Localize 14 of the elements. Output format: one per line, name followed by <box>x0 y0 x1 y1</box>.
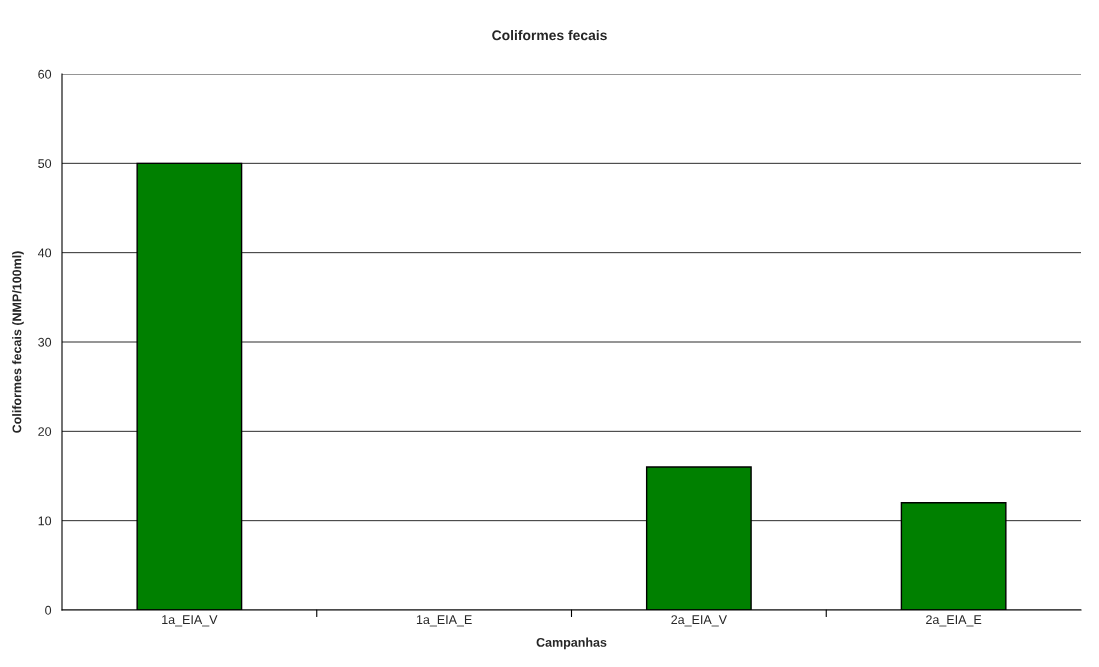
y-tick-label: 10 <box>38 516 52 526</box>
y-tick-label: 0 <box>45 605 52 615</box>
x-tick-label: 2a_EIA_V <box>671 615 727 627</box>
y-tick-label: 60 <box>38 69 52 79</box>
x-tick-label: 1a_EIA_V <box>162 615 218 627</box>
y-axis-title: Coliformes fecais (NMP/100ml) <box>12 251 24 433</box>
y-tick-label: 30 <box>38 337 52 347</box>
x-tick-label: 1a_EIA_E <box>416 615 472 627</box>
y-tick-label: 20 <box>38 427 52 436</box>
chart-title: Coliformes fecais <box>492 30 607 41</box>
x-axis-title: Campanhas <box>536 637 607 650</box>
x-tick-label: 2a_EIA_E <box>926 615 982 627</box>
y-tick-label: 50 <box>38 159 52 168</box>
y-tick-label: 40 <box>37 248 52 258</box>
